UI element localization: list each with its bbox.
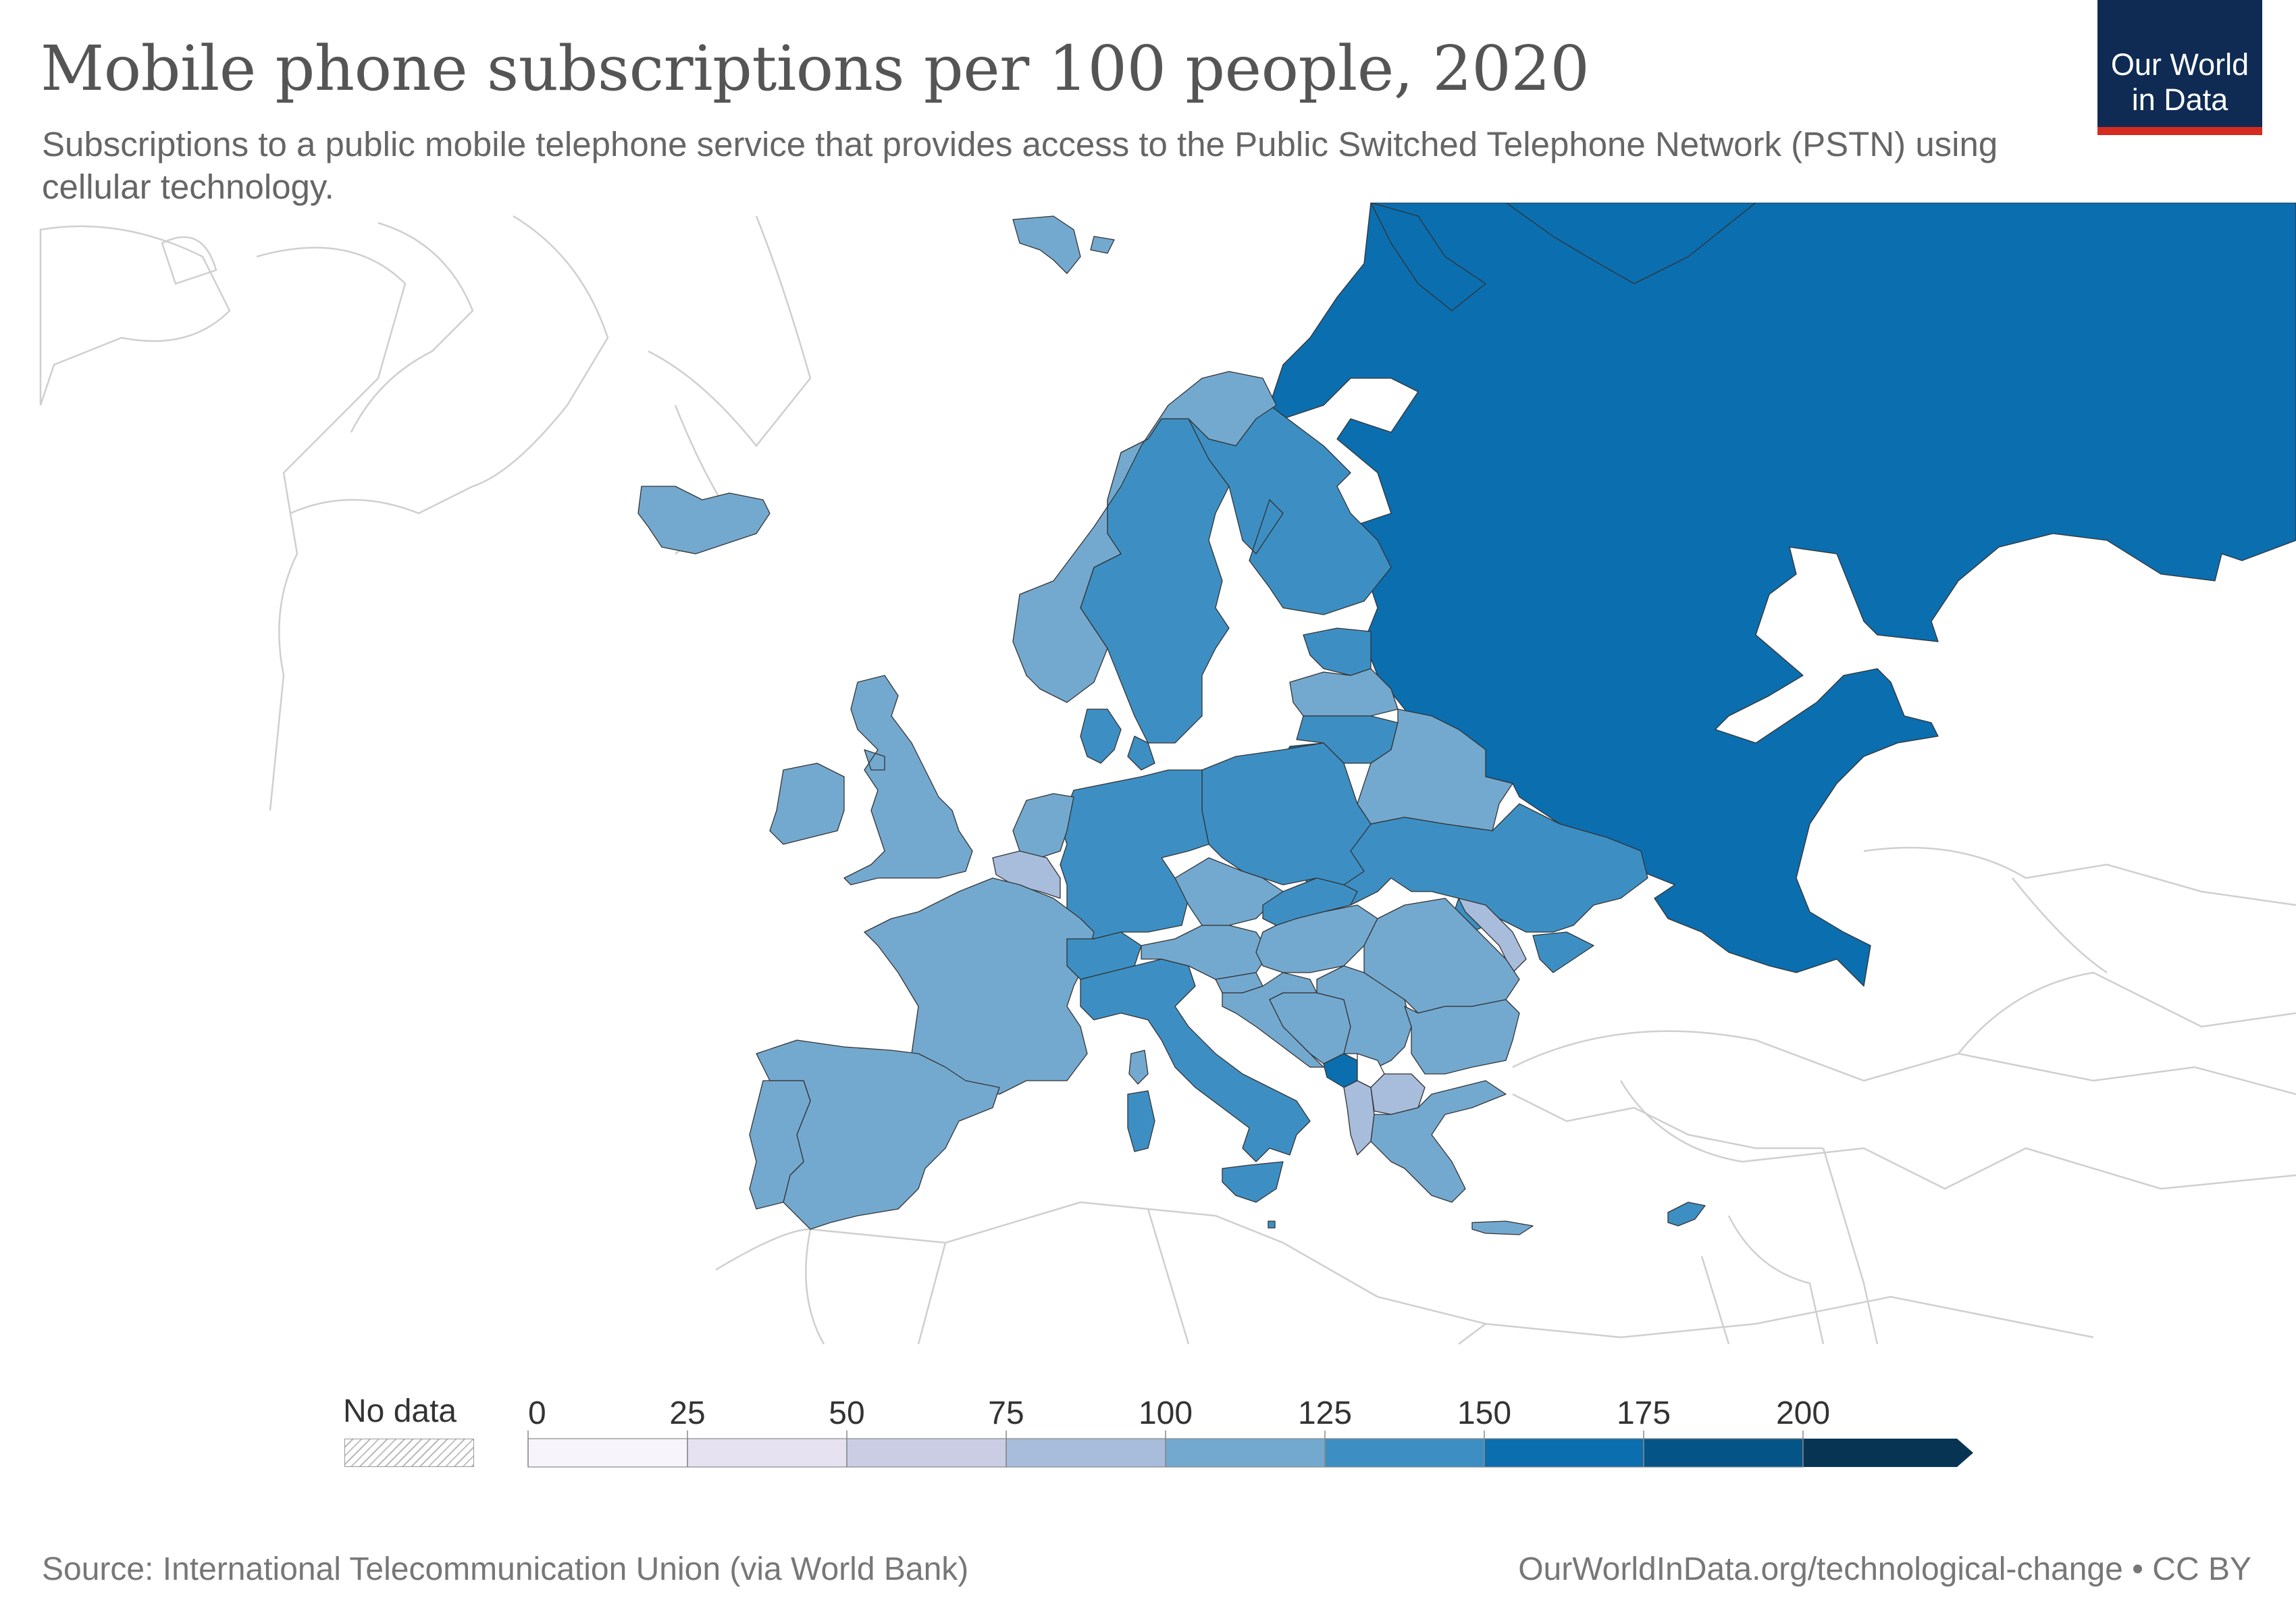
country-greece[interactable] [1370, 1080, 1507, 1203]
legend-tick-label: 50 [829, 1395, 864, 1431]
country-poland[interactable] [1201, 742, 1372, 885]
legend-bin-75-100[interactable] [1006, 1438, 1166, 1468]
legend-bin-25-50[interactable] [687, 1438, 847, 1468]
country-svalbard[interactable] [1012, 215, 1115, 274]
country-sweden[interactable] [1080, 418, 1230, 744]
legend-bin-100-125[interactable] [1165, 1438, 1326, 1468]
legend-bins [527, 1438, 1973, 1468]
country-corsica[interactable] [1128, 1050, 1149, 1085]
source-note: Source: International Telecommunication … [42, 1551, 969, 1587]
europe-map [39, 203, 2296, 1345]
background-outlines [39, 215, 2296, 1345]
site-link[interactable]: OurWorldInData.org/technological-change … [1518, 1551, 2251, 1587]
legend-tick-label: 150 [1457, 1395, 1511, 1431]
legend-bin-open-ended[interactable] [1803, 1439, 1973, 1467]
country-romania[interactable] [1363, 898, 1520, 1014]
country-france[interactable] [864, 877, 1095, 1095]
country-norway[interactable] [1012, 371, 1277, 703]
legend-ticks: 0 25 50 75 100 125 150 175 200 [527, 1395, 1830, 1467]
owid-logo[interactable]: Our World in Data [2097, 0, 2262, 135]
legend-tick-label: 125 [1298, 1395, 1352, 1431]
logo-accent-bar [2097, 127, 2262, 135]
country-ireland[interactable] [769, 763, 845, 845]
legend-tick-label: 0 [528, 1395, 546, 1431]
country-sicily[interactable] [1222, 1161, 1284, 1203]
legend-bin-175-200[interactable] [1643, 1438, 1804, 1468]
legend-bin-150-175[interactable] [1484, 1438, 1644, 1468]
legend-color-scale: 0 25 50 75 100 125 150 175 200 [527, 1395, 1973, 1468]
country-crete[interactable] [1471, 1220, 1534, 1235]
country-bulgaria[interactable] [1404, 999, 1520, 1075]
legend-bin-50-75[interactable] [846, 1438, 1007, 1468]
legend-tick-label: 175 [1617, 1395, 1671, 1431]
country-malta[interactable] [1268, 1220, 1276, 1229]
legend-tick-label: 25 [669, 1395, 705, 1431]
country-iceland[interactable] [637, 486, 771, 555]
country-united-kingdom[interactable] [843, 675, 973, 885]
country-denmark[interactable] [1080, 709, 1155, 771]
legend-bin-125-150[interactable] [1324, 1438, 1485, 1468]
legend-tick-label: 100 [1139, 1395, 1193, 1431]
country-belgium[interactable] [992, 850, 1061, 899]
country-north-macedonia[interactable] [1370, 1073, 1426, 1115]
country-cyprus[interactable] [1667, 1202, 1706, 1227]
country-germany[interactable] [1060, 769, 1209, 940]
country-sardinia[interactable] [1127, 1090, 1155, 1152]
legend-no-data-swatch[interactable] [344, 1439, 474, 1467]
country-crimea[interactable] [1532, 931, 1594, 973]
legend-tick-label: 75 [988, 1395, 1024, 1431]
chart-title: Mobile phone subscriptions per 100 peopl… [41, 32, 1590, 105]
logo-line-2: in Data [2131, 82, 2228, 117]
chart-subtitle: Subscriptions to a public mobile telepho… [42, 125, 1998, 206]
country-russia[interactable] [1269, 203, 2296, 987]
country-albania[interactable] [1343, 1080, 1375, 1156]
legend-no-data-label: No data [343, 1393, 457, 1429]
country-portugal[interactable] [749, 1080, 811, 1210]
country-slovakia[interactable] [1262, 877, 1358, 926]
legend-tick-label: 200 [1776, 1395, 1830, 1431]
country-italy[interactable] [1080, 958, 1311, 1162]
logo-line-1: Our World [2110, 47, 2249, 82]
legend-bin-0-25[interactable] [527, 1438, 688, 1468]
country-shapes [637, 203, 2296, 1235]
country-estonia[interactable] [1303, 627, 1372, 676]
country-netherlands[interactable] [1012, 793, 1074, 858]
country-russia-north-islands[interactable] [1370, 203, 1756, 311]
